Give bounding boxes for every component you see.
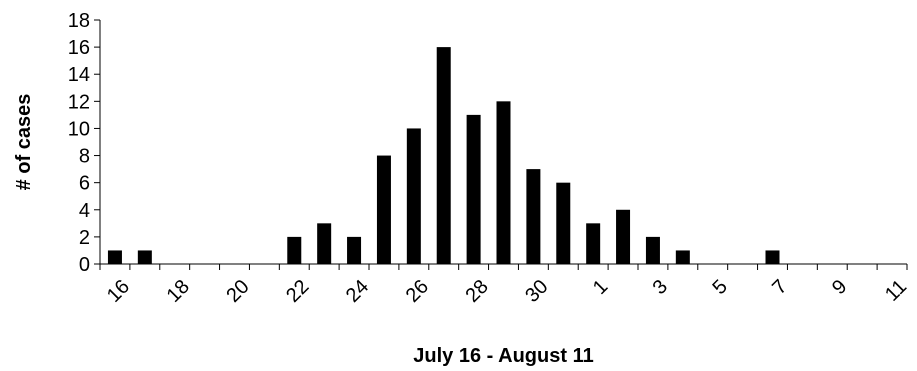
bar-16	[107, 250, 122, 264]
x-tick-label: 16	[103, 276, 134, 307]
bar-26	[406, 128, 421, 264]
y-tick-label: 14	[68, 64, 90, 86]
x-tick-label: 26	[402, 276, 433, 307]
y-tick-label: 12	[68, 91, 90, 113]
bar-4	[675, 250, 690, 264]
x-tick-label: 22	[282, 276, 313, 307]
bar-3	[645, 236, 660, 264]
bar-27	[436, 47, 451, 264]
y-axis-title: # of cases	[13, 94, 35, 191]
bars-group	[107, 47, 780, 264]
bar-24	[347, 236, 362, 264]
y-tick-label: 10	[68, 118, 90, 140]
bar-29	[496, 101, 511, 264]
bar-28	[466, 114, 481, 264]
y-ticks-group: 0 2 4 6 8 10 12 14 16 18	[68, 10, 100, 276]
y-tick-label: 18	[68, 10, 90, 32]
y-tick-label: 16	[68, 37, 90, 59]
bar-30	[526, 169, 541, 264]
y-tick-label: 6	[79, 173, 90, 195]
y-tick-label: 2	[79, 227, 90, 249]
x-tick-label: 3	[649, 276, 672, 299]
x-tick-label: 24	[342, 276, 373, 307]
x-tick-label: 28	[461, 276, 492, 307]
bar-25	[376, 155, 391, 264]
bar-22	[287, 236, 302, 264]
y-tick-label: 4	[79, 200, 90, 222]
x-tick-label: 30	[521, 276, 552, 307]
x-tick-label: 20	[222, 276, 253, 307]
x-tick-label: 18	[163, 276, 194, 307]
bar-1	[586, 223, 601, 264]
x-tick-label: 1	[589, 276, 612, 299]
x-ticks-group: 16 18 20 22 24 26 28 30 1 3 5 7 9 11	[99, 264, 911, 307]
y-tick-label: 0	[79, 254, 90, 276]
axes-group	[99, 20, 907, 265]
bar-31	[556, 182, 571, 264]
x-tick-label: 5	[708, 276, 731, 299]
bar-7	[765, 250, 780, 264]
x-tick-label: 7	[768, 276, 791, 299]
bar-23	[317, 223, 332, 264]
x-axis-title: July 16 - August 11	[413, 345, 593, 367]
x-tick-label: 11	[881, 276, 911, 306]
bar-17	[137, 250, 152, 264]
y-tick-label: 8	[79, 146, 90, 168]
bar-2	[616, 209, 631, 264]
x-tick-label: 9	[828, 276, 851, 299]
